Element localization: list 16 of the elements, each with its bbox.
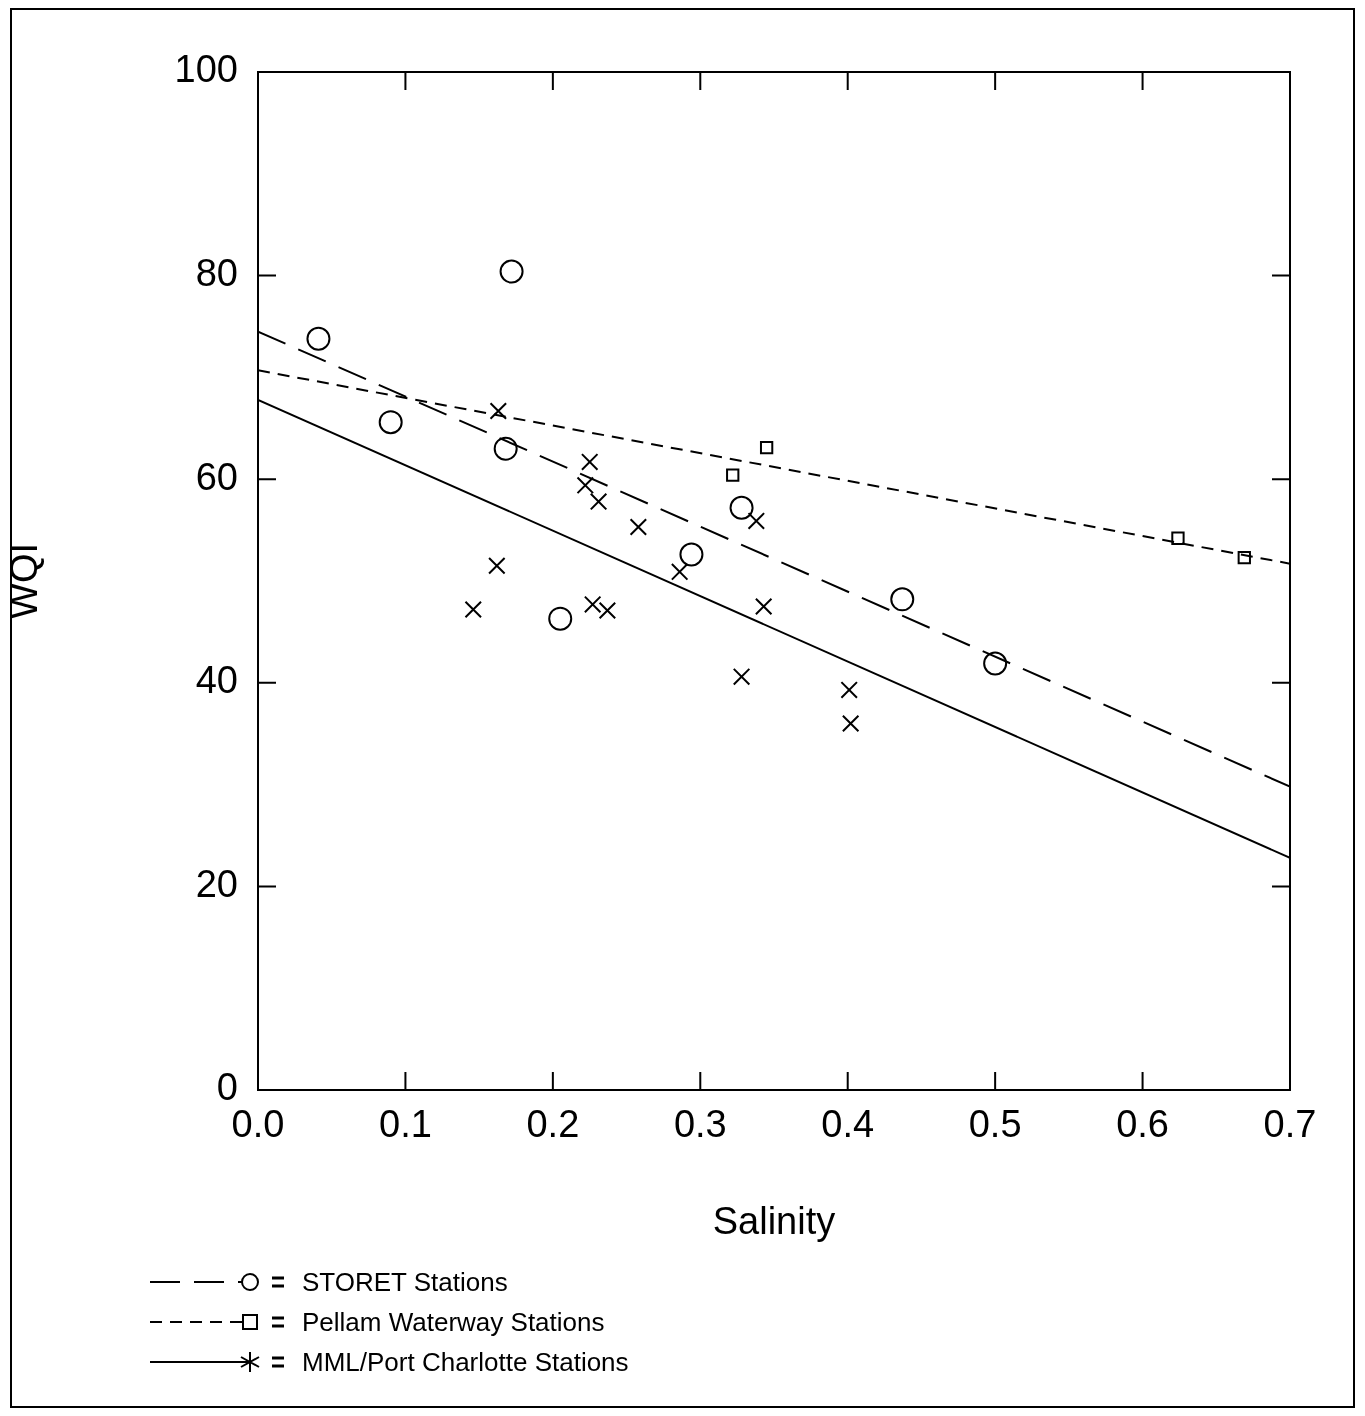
y-tick-label: 40 [195, 659, 238, 702]
x-tick-label: 0.4 [821, 1103, 875, 1146]
y-tick-label: 80 [195, 252, 238, 295]
x-axis-title: Salinity [712, 1199, 836, 1242]
x-tick-label: 0.3 [673, 1103, 727, 1146]
legend-label: Pellam Waterway Stations [302, 1306, 605, 1338]
y-tick-label: 20 [195, 862, 238, 905]
x-tick-label: 0.6 [1116, 1103, 1169, 1146]
y-tick-label: 100 [174, 48, 238, 91]
x-tick-label: 0.7 [1263, 1103, 1317, 1146]
y-tick-label: 60 [195, 455, 238, 498]
x-tick-label: 0.5 [968, 1103, 1022, 1146]
legend-label: MML/Port Charlotte Stations [302, 1346, 629, 1378]
x-tick-label: 0.1 [379, 1103, 432, 1146]
legend-label: STORET Stations [302, 1266, 508, 1298]
x-tick-label: 0.2 [526, 1103, 580, 1146]
